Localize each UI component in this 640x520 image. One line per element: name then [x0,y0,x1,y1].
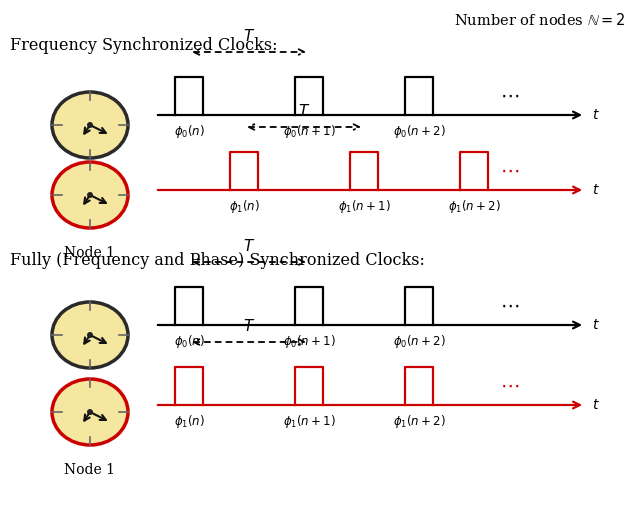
Text: $\cdots$: $\cdots$ [500,87,520,105]
Text: $\phi_0(n+1)$: $\phi_0(n+1)$ [283,123,335,140]
Ellipse shape [52,162,128,228]
Ellipse shape [52,379,128,445]
Ellipse shape [52,302,128,368]
Text: $T$: $T$ [298,103,310,119]
Text: Node 1: Node 1 [65,246,115,260]
Circle shape [88,123,92,127]
Text: $\phi_1(n)$: $\phi_1(n)$ [173,413,205,430]
Text: $t$: $t$ [592,398,600,412]
Text: $t$: $t$ [592,108,600,122]
Text: $\phi_0(n+2)$: $\phi_0(n+2)$ [392,333,445,350]
Text: $\cdots$: $\cdots$ [500,162,520,180]
Text: $t$: $t$ [592,318,600,332]
Circle shape [88,193,92,197]
Text: $t$: $t$ [592,183,600,197]
Text: $\cdots$: $\cdots$ [500,297,520,315]
Text: $\phi_1(n)$: $\phi_1(n)$ [228,198,259,215]
Text: Node 1: Node 1 [65,463,115,477]
Text: Frequency Synchronized Clocks:: Frequency Synchronized Clocks: [10,37,278,54]
Text: Node 0: Node 0 [65,386,115,400]
Circle shape [88,333,92,337]
Text: Number of nodes $\mathbb{N}=2$: Number of nodes $\mathbb{N}=2$ [454,12,625,28]
Text: $\phi_1(n+1)$: $\phi_1(n+1)$ [337,198,390,215]
Ellipse shape [52,92,128,158]
Text: $\phi_0(n)$: $\phi_0(n)$ [173,333,205,350]
Text: $T$: $T$ [243,238,255,254]
Text: $\phi_0(n+2)$: $\phi_0(n+2)$ [392,123,445,140]
Text: $\phi_1(n+1)$: $\phi_1(n+1)$ [283,413,335,430]
Text: $\phi_0(n)$: $\phi_0(n)$ [173,123,205,140]
Text: $\phi_1(n+2)$: $\phi_1(n+2)$ [447,198,500,215]
Text: $\phi_0(n+1)$: $\phi_0(n+1)$ [283,333,335,350]
Text: $T$: $T$ [243,318,255,334]
Text: Node 0: Node 0 [65,176,115,190]
Text: $T$: $T$ [243,28,255,44]
Text: Fully (Frequency and Phase) Synchronized Clocks:: Fully (Frequency and Phase) Synchronized… [10,252,425,269]
Circle shape [88,410,92,414]
Text: $\cdots$: $\cdots$ [500,377,520,395]
Text: $\phi_1(n+2)$: $\phi_1(n+2)$ [392,413,445,430]
